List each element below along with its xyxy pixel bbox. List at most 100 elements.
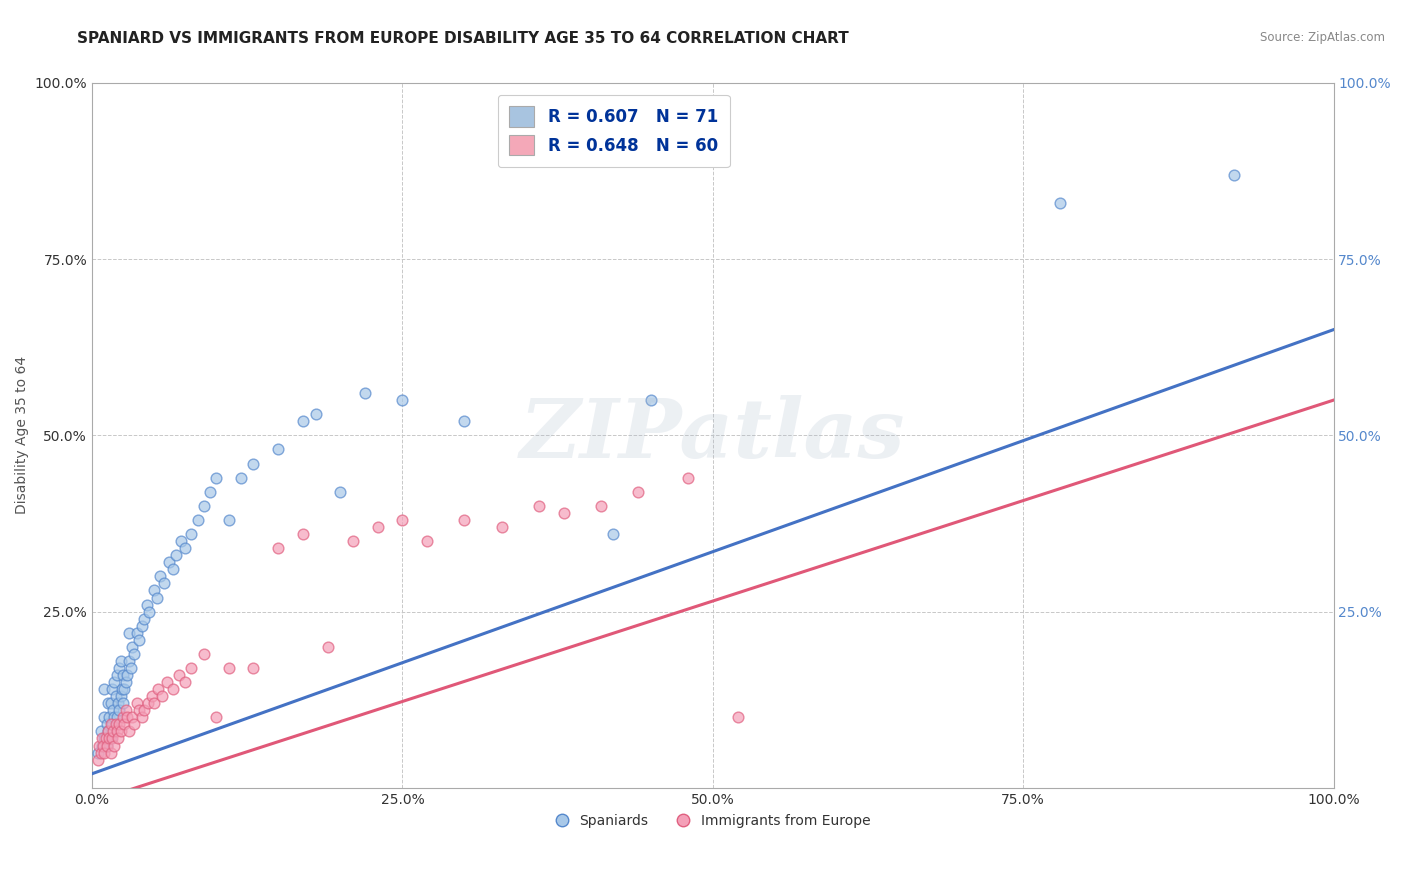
Spaniards — [108, 703, 131, 717]
Spaniards — [354, 386, 377, 401]
Immigrants from Europe — [453, 513, 475, 527]
Immigrants from Europe — [676, 471, 699, 485]
Spaniards — [114, 675, 136, 690]
Spaniards — [453, 414, 475, 428]
Spaniards — [111, 682, 134, 697]
Spaniards — [105, 710, 128, 724]
Legend: Spaniards, Immigrants from Europe: Spaniards, Immigrants from Europe — [548, 809, 876, 834]
Spaniards — [100, 696, 122, 710]
Spaniards — [98, 710, 121, 724]
Spaniards — [101, 682, 124, 697]
Spaniards — [125, 625, 148, 640]
Spaniards — [267, 442, 290, 457]
Spaniards — [101, 703, 124, 717]
Immigrants from Europe — [110, 724, 132, 739]
Immigrants from Europe — [94, 731, 117, 746]
Immigrants from Europe — [162, 682, 184, 697]
Immigrants from Europe — [367, 520, 389, 534]
Immigrants from Europe — [98, 731, 121, 746]
Immigrants from Europe — [114, 703, 136, 717]
Immigrants from Europe — [105, 724, 128, 739]
Text: ZIPatlas: ZIPatlas — [520, 395, 905, 475]
Spaniards — [640, 393, 662, 408]
Immigrants from Europe — [134, 703, 156, 717]
Spaniards — [128, 632, 150, 647]
Immigrants from Europe — [292, 527, 315, 541]
Y-axis label: Disability Age 35 to 64: Disability Age 35 to 64 — [15, 356, 30, 515]
Immigrants from Europe — [141, 689, 163, 703]
Immigrants from Europe — [174, 675, 197, 690]
Spaniards — [131, 618, 153, 632]
Spaniards — [110, 654, 132, 668]
Spaniards — [104, 689, 127, 703]
Spaniards — [112, 696, 135, 710]
Spaniards — [112, 682, 135, 697]
Spaniards — [108, 661, 131, 675]
Immigrants from Europe — [97, 724, 120, 739]
Immigrants from Europe — [342, 534, 364, 549]
Spaniards — [93, 710, 115, 724]
Immigrants from Europe — [627, 484, 650, 499]
Text: Source: ZipAtlas.com: Source: ZipAtlas.com — [1260, 31, 1385, 45]
Immigrants from Europe — [527, 499, 550, 513]
Spaniards — [1223, 168, 1246, 182]
Immigrants from Europe — [118, 724, 141, 739]
Spaniards — [145, 591, 167, 605]
Spaniards — [115, 668, 138, 682]
Spaniards — [193, 499, 215, 513]
Immigrants from Europe — [218, 661, 240, 675]
Spaniards — [87, 746, 110, 760]
Spaniards — [174, 541, 197, 556]
Immigrants from Europe — [193, 647, 215, 661]
Spaniards — [96, 717, 118, 731]
Immigrants from Europe — [589, 499, 612, 513]
Immigrants from Europe — [150, 689, 173, 703]
Spaniards — [103, 710, 125, 724]
Spaniards — [103, 675, 125, 690]
Immigrants from Europe — [316, 640, 339, 654]
Immigrants from Europe — [101, 731, 124, 746]
Immigrants from Europe — [91, 731, 114, 746]
Immigrants from Europe — [267, 541, 290, 556]
Immigrants from Europe — [112, 710, 135, 724]
Immigrants from Europe — [122, 717, 145, 731]
Spaniards — [110, 689, 132, 703]
Spaniards — [218, 513, 240, 527]
Spaniards — [304, 407, 326, 421]
Spaniards — [134, 612, 156, 626]
Immigrants from Europe — [100, 717, 122, 731]
Immigrants from Europe — [121, 710, 143, 724]
Spaniards — [93, 682, 115, 697]
Spaniards — [118, 625, 141, 640]
Immigrants from Europe — [136, 696, 159, 710]
Immigrants from Europe — [87, 753, 110, 767]
Immigrants from Europe — [101, 724, 124, 739]
Immigrants from Europe — [167, 668, 190, 682]
Immigrants from Europe — [128, 703, 150, 717]
Immigrants from Europe — [242, 661, 264, 675]
Immigrants from Europe — [146, 682, 169, 697]
Spaniards — [138, 605, 160, 619]
Immigrants from Europe — [416, 534, 439, 549]
Spaniards — [96, 739, 118, 753]
Spaniards — [391, 393, 413, 408]
Immigrants from Europe — [391, 513, 413, 527]
Immigrants from Europe — [491, 520, 513, 534]
Spaniards — [143, 583, 166, 598]
Spaniards — [180, 527, 202, 541]
Spaniards — [121, 640, 143, 654]
Text: SPANIARD VS IMMIGRANTS FROM EUROPE DISABILITY AGE 35 TO 64 CORRELATION CHART: SPANIARD VS IMMIGRANTS FROM EUROPE DISAB… — [77, 31, 849, 46]
Spaniards — [166, 548, 188, 562]
Immigrants from Europe — [143, 696, 166, 710]
Spaniards — [120, 661, 142, 675]
Spaniards — [149, 569, 172, 583]
Spaniards — [198, 484, 221, 499]
Spaniards — [329, 484, 352, 499]
Immigrants from Europe — [91, 739, 114, 753]
Immigrants from Europe — [125, 696, 148, 710]
Immigrants from Europe — [727, 710, 749, 724]
Spaniards — [602, 527, 624, 541]
Spaniards — [101, 717, 124, 731]
Spaniards — [1049, 195, 1071, 210]
Spaniards — [157, 555, 180, 569]
